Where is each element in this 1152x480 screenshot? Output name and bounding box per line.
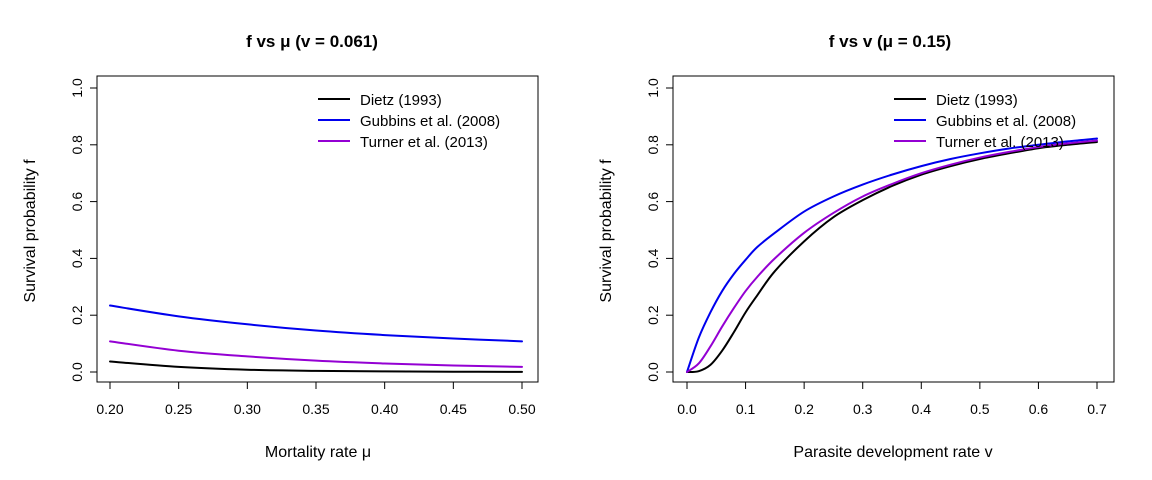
legend-label: Gubbins et al. (2008) <box>360 113 500 130</box>
x-tick-label: 0.35 <box>302 401 329 417</box>
x-axis-label: Parasite development rate v <box>793 444 992 461</box>
y-tick-label: 0.0 <box>645 362 661 382</box>
y-tick-label: 0.2 <box>645 305 661 325</box>
y-tick-label: 0.0 <box>69 362 85 382</box>
series-line-dietz-1993 <box>109 360 523 373</box>
y-axis: 0.0 0.2 0.4 0.6 0.8 1.0 <box>645 78 674 382</box>
legend: Dietz (1993) Gubbins et al. (2008) Turne… <box>318 92 500 151</box>
legend-label: Turner et al. (2013) <box>360 134 488 151</box>
series-lines <box>109 304 523 373</box>
x-tick-label: 0.7 <box>1087 401 1107 417</box>
series-line-turner-et-al-2013 <box>109 340 523 368</box>
x-tick-label: 0.5 <box>970 401 990 417</box>
y-tick-label: 1.0 <box>645 78 661 98</box>
series-lines <box>686 137 1098 373</box>
series-line-turner-et-al-2013 <box>686 139 1098 373</box>
y-tick-label: 0.4 <box>645 248 661 268</box>
y-axis: 0.0 0.2 0.4 0.6 0.8 1.0 <box>69 78 98 382</box>
y-axis-label: Survival probability f <box>22 159 39 303</box>
x-tick-label: 0.1 <box>736 401 756 417</box>
x-axis-label: Mortality rate μ <box>265 444 371 461</box>
x-tick-label: 0.30 <box>234 401 261 417</box>
series-line-dietz-1993 <box>686 140 1098 373</box>
x-axis: 0.0 0.1 0.2 0.3 0.4 0.5 0.6 0.7 <box>677 381 1107 417</box>
x-tick-label: 0.50 <box>508 401 535 417</box>
legend-label: Turner et al. (2013) <box>936 134 1064 151</box>
x-tick-label: 0.3 <box>853 401 873 417</box>
x-tick-label: 0.0 <box>677 401 697 417</box>
x-tick-label: 0.40 <box>371 401 398 417</box>
chart-panel-right: f vs v (μ = 0.15) Parasite development r… <box>598 32 1115 461</box>
y-tick-label: 1.0 <box>69 78 85 98</box>
y-axis-label: Survival probability f <box>598 159 615 303</box>
legend-label: Dietz (1993) <box>360 92 442 109</box>
legend-label: Gubbins et al. (2008) <box>936 113 1076 130</box>
chart-title: f vs v (μ = 0.15) <box>829 32 951 51</box>
x-tick-label: 0.2 <box>794 401 814 417</box>
legend-label: Dietz (1993) <box>936 92 1018 109</box>
x-tick-label: 0.20 <box>96 401 123 417</box>
chart-panel-left: f vs μ (v = 0.061) Mortality rate μ Surv… <box>22 32 539 461</box>
y-tick-label: 0.8 <box>645 135 661 155</box>
series-line-gubbins-et-al-2008 <box>109 304 523 343</box>
y-tick-label: 0.2 <box>69 305 85 325</box>
x-tick-label: 0.6 <box>1029 401 1049 417</box>
y-tick-label: 0.4 <box>69 248 85 268</box>
legend: Dietz (1993) Gubbins et al. (2008) Turne… <box>894 92 1076 151</box>
x-tick-label: 0.4 <box>912 401 932 417</box>
series-line-gubbins-et-al-2008 <box>686 137 1098 373</box>
y-tick-label: 0.6 <box>69 192 85 212</box>
x-tick-label: 0.25 <box>165 401 192 417</box>
y-tick-label: 0.8 <box>69 135 85 155</box>
x-axis: 0.20 0.25 0.30 0.35 0.40 0.45 0.50 <box>96 381 536 417</box>
x-tick-label: 0.45 <box>440 401 467 417</box>
y-tick-label: 0.6 <box>645 192 661 212</box>
chart-title: f vs μ (v = 0.061) <box>246 32 378 51</box>
